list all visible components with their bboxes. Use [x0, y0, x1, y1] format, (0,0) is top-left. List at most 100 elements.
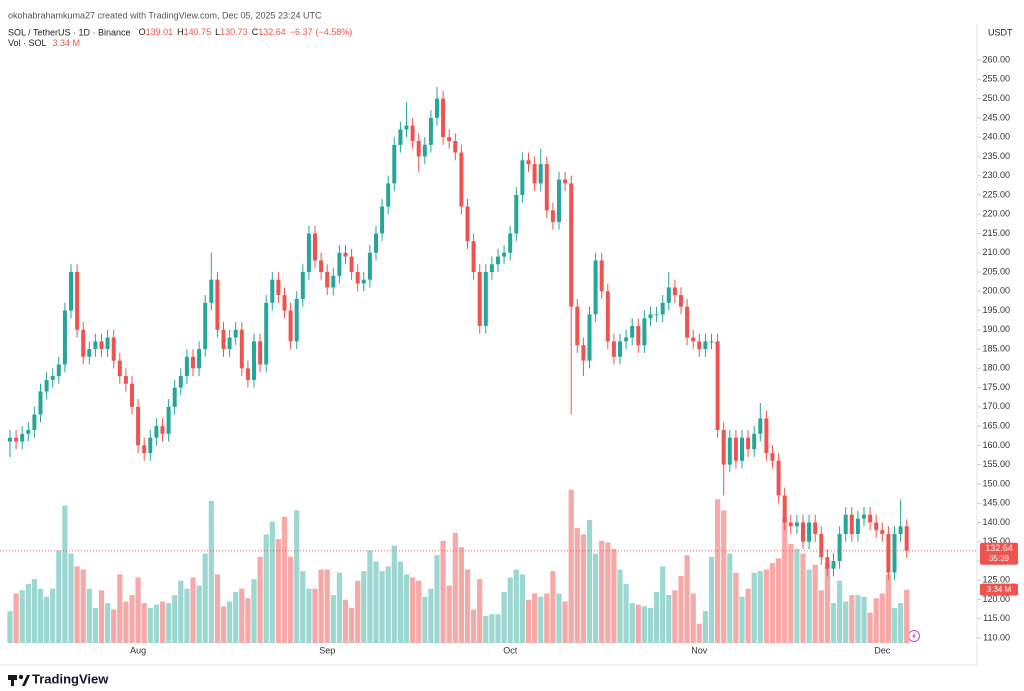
candle-body [56, 364, 61, 377]
candle-body [758, 418, 763, 434]
candle-body [819, 534, 824, 558]
currency: USDT [988, 27, 1013, 37]
candle-body [514, 194, 519, 234]
volume-bar [715, 499, 721, 643]
candle-body [99, 341, 104, 350]
y-tick-label: 235.00 [982, 151, 1010, 161]
volume-bar [31, 579, 37, 643]
volume-bar [672, 590, 678, 643]
y-tick-label: 240.00 [982, 132, 1010, 142]
candle-body [624, 337, 629, 342]
candle-body [355, 272, 360, 284]
candle-body [148, 437, 153, 454]
candle-body [62, 310, 67, 365]
volume-bar [458, 547, 464, 643]
volume-bar [757, 571, 763, 643]
ohlc-values: O139.01 H140.75 L130.73 C132.64 −6.37 (−4.58%… [139, 27, 353, 37]
volume-bar [25, 583, 31, 643]
candle-body [770, 453, 775, 461]
candle-body [81, 329, 86, 357]
volume-bar [782, 518, 788, 643]
ohlc-key: L [215, 27, 220, 37]
candle-body [788, 522, 793, 527]
candle-body [459, 152, 464, 207]
volume-bar [464, 569, 471, 643]
y-tick-label: 180.00 [982, 363, 1010, 373]
volume-bar [861, 596, 867, 643]
volume-bar [471, 609, 477, 643]
volume-bar [391, 545, 397, 643]
y-tick-label: 220.00 [982, 209, 1010, 219]
volume-bar [629, 603, 635, 643]
candle-body [520, 160, 525, 195]
volume-name: Vol · SOL [8, 38, 47, 48]
volume-bar [403, 574, 410, 643]
candle-body [642, 318, 647, 346]
candle-body [666, 287, 671, 303]
volume-bar [190, 577, 196, 643]
candle-body [648, 314, 653, 319]
volume-bar [373, 561, 379, 643]
x-tick-label: Sep [319, 645, 335, 655]
volume-bar [214, 574, 220, 643]
volume-bar [708, 556, 715, 643]
candle-body [715, 341, 720, 430]
y-tick-label: 125.00 [982, 575, 1010, 585]
candle-body [538, 164, 543, 184]
volume-bar [830, 603, 837, 643]
volume-bar [300, 571, 306, 643]
volume-bar [580, 534, 586, 643]
volume-bar [507, 577, 513, 643]
candle-body [435, 98, 439, 118]
y-tick-label: 140.00 [982, 517, 1010, 527]
candle-body [386, 183, 391, 207]
candle-body [239, 329, 244, 369]
candle-body [862, 514, 866, 519]
volume-bar [342, 599, 349, 643]
volume-bar [684, 555, 690, 643]
candle-body [465, 206, 470, 242]
candle-body [630, 325, 635, 338]
volume-bar [727, 553, 733, 643]
price-tag-value: 132.64 [985, 543, 1013, 553]
volume-bar [269, 521, 275, 643]
volume-bar [544, 593, 550, 643]
volume-bar [483, 615, 489, 643]
chart-title: SOL / TetherUS · 1D · Binance [8, 27, 131, 37]
candle-body [605, 291, 610, 342]
candle-body [886, 534, 891, 573]
candle-body [288, 310, 293, 342]
candle-body [544, 164, 549, 211]
volume-bar [257, 556, 263, 643]
candle-body [483, 272, 488, 326]
y-tick-label: 255.00 [982, 74, 1010, 84]
candle-body [142, 445, 147, 454]
candle-body [441, 98, 446, 138]
x-tick-label: Dec [874, 645, 891, 655]
candle-body [380, 206, 385, 234]
volume-bar [324, 569, 330, 643]
y-tick-label: 185.00 [982, 343, 1010, 353]
y-tick-label: 230.00 [982, 170, 1010, 180]
volume-bar [416, 580, 422, 643]
x-tick-label: Nov [691, 645, 708, 655]
volume-bar [355, 580, 361, 643]
volume-bar [538, 596, 544, 643]
volume-bar [586, 520, 593, 643]
x-tick-label: Aug [130, 645, 146, 655]
ohlc-value: 140.75 [184, 27, 212, 37]
candle-body [837, 534, 842, 561]
candle-body [50, 376, 55, 380]
candle-body [611, 341, 616, 357]
volume-bar [702, 611, 708, 643]
volume-bar [153, 604, 159, 643]
candle-body [26, 429, 31, 434]
candle-body [813, 522, 818, 535]
candle-body [32, 414, 37, 430]
y-tick-label: 210.00 [982, 247, 1010, 257]
candle-body [410, 125, 415, 142]
candle-body [117, 360, 122, 377]
candle-body [361, 279, 366, 284]
volume-bar [641, 606, 647, 643]
candle-body [569, 183, 574, 307]
